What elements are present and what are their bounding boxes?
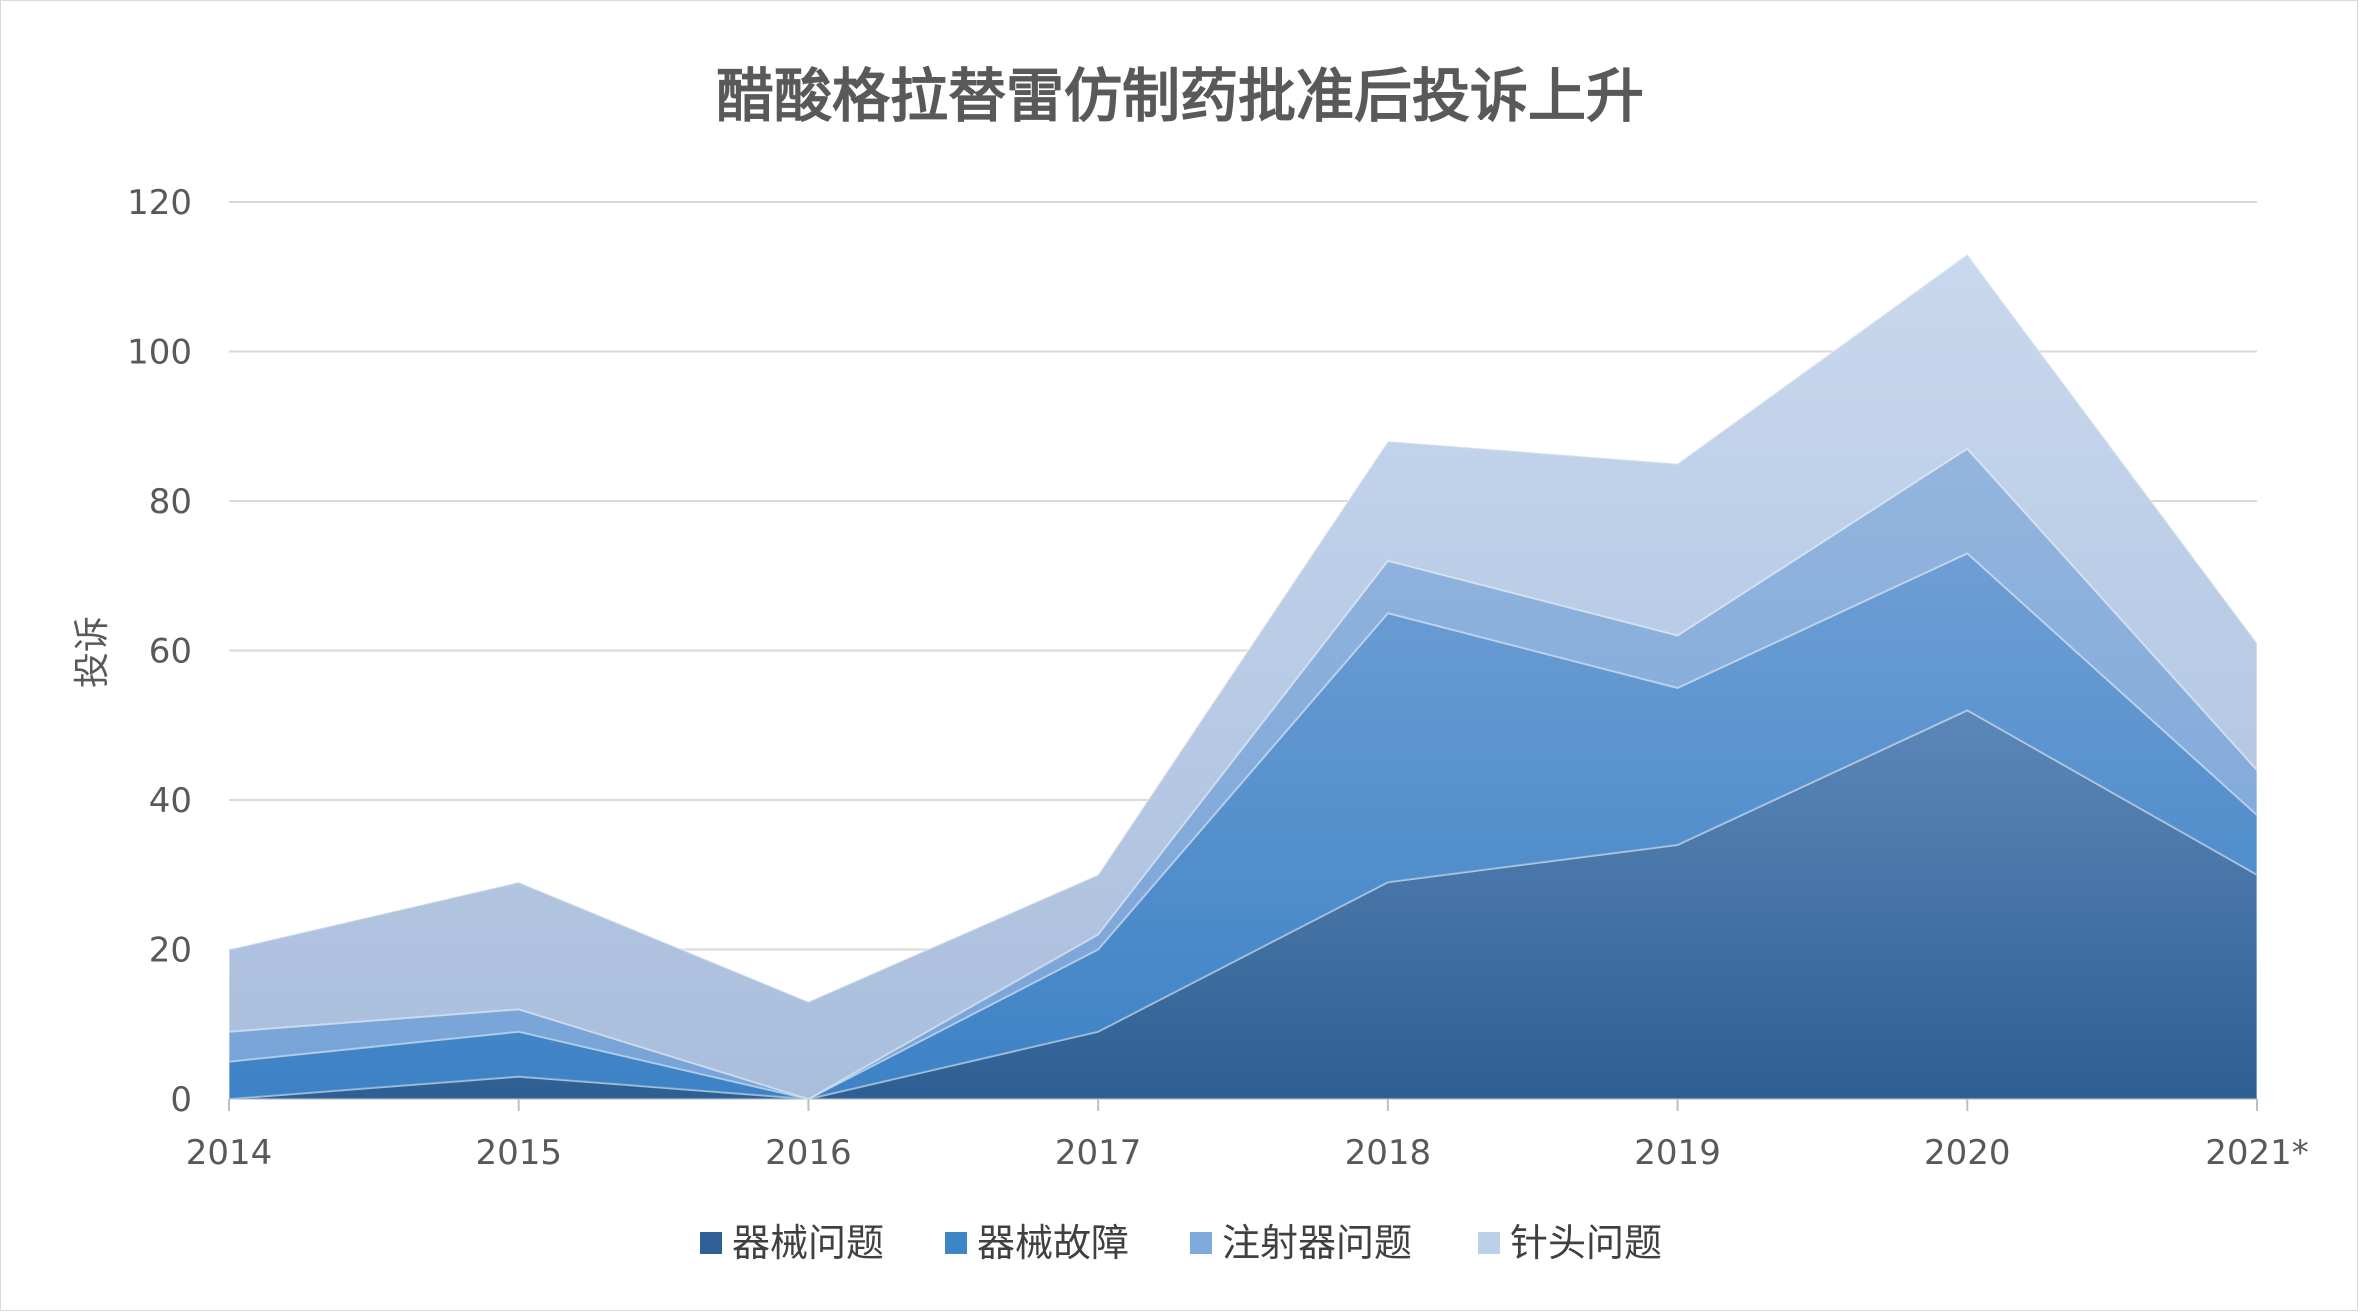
legend-label: 器械问题 [732,1221,884,1265]
legend-swatch [1190,1232,1212,1254]
legend-label: 器械故障 [977,1221,1129,1265]
legend-label: 针头问题 [1510,1221,1662,1265]
x-axis-ticks: 2014 2015 2016 2017 2018 2019 2020 2021* [186,1099,2309,1173]
area-series-4 [228,252,2258,1101]
x-tick-label: 2016 [765,1133,852,1173]
legend-swatch [1478,1232,1500,1254]
y-tick-label: 20 [149,931,192,971]
y-tick-label: 80 [149,482,192,522]
y-axis-label: 投诉 [72,616,113,688]
legend-label: 注射器问题 [1222,1221,1412,1265]
y-axis-ticks: 0 20 40 60 80 100 120 [127,183,192,1120]
series-areas [228,252,2258,1101]
chart-title: 醋酸格拉替雷仿制药批准后投诉上升 [716,62,1644,130]
legend-swatch [700,1232,722,1254]
x-tick-label: 2020 [1924,1133,2011,1173]
y-tick-label: 60 [149,632,192,672]
legend-swatch [945,1232,967,1254]
x-tick-label: 2015 [475,1133,562,1173]
x-tick-label: 2021* [2205,1133,2309,1173]
y-tick-label: 100 [127,333,192,373]
x-tick-label: 2019 [1634,1133,1721,1173]
x-tick-label: 2014 [186,1133,273,1173]
y-tick-label: 120 [127,183,192,223]
x-tick-label: 2017 [1055,1133,1142,1173]
x-tick-label: 2018 [1345,1133,1432,1173]
legend: 器械问题 器械故障 注射器问题 针头问题 [700,1221,1662,1265]
y-tick-label: 40 [149,781,192,821]
y-tick-label: 0 [170,1080,192,1120]
